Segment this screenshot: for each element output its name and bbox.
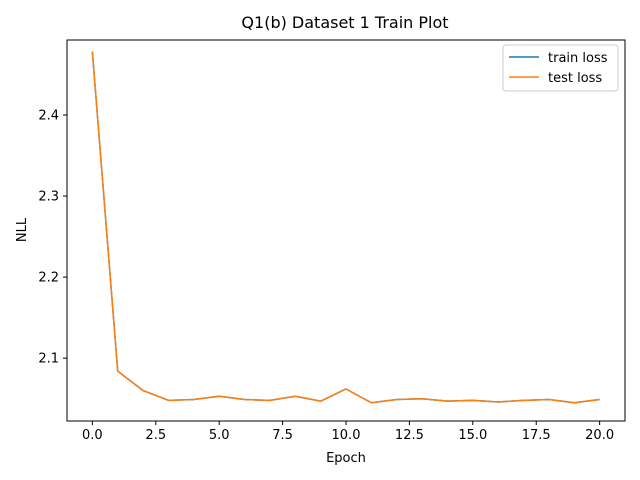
legend-label-test-loss: test loss	[548, 71, 602, 86]
legend-label-train-loss: train loss	[548, 51, 608, 66]
y-axis-ticks: 2.1 2.2 2.3 2.4	[38, 108, 67, 367]
series-line-test-loss	[91, 51, 600, 404]
x-tick-label: 12.5	[395, 428, 424, 443]
y-tick-label: 2.1	[38, 352, 59, 367]
x-axis-label: Epoch	[326, 451, 366, 466]
y-axis-label: NLL	[15, 217, 30, 242]
x-tick-label: 5.0	[209, 428, 230, 443]
chart-title: Q1(b) Dataset 1 Train Plot	[241, 13, 448, 32]
y-tick-label: 2.4	[38, 108, 59, 123]
plot-frame	[66, 39, 626, 422]
x-tick-label: 0.0	[82, 428, 103, 443]
x-tick-label: 15.0	[458, 428, 487, 443]
x-tick-label: 7.5	[272, 428, 293, 443]
x-tick-label: 17.5	[522, 428, 551, 443]
x-axis-ticks: 0.0 2.5 5.0 7.5 10.0 12.5 15.0 17.5 20.0	[82, 421, 614, 443]
x-tick-label: 2.5	[145, 428, 166, 443]
y-tick-label: 2.3	[38, 190, 59, 205]
x-tick-label: 20.0	[585, 428, 614, 443]
plot-lines	[91, 51, 600, 404]
y-tick-label: 2.2	[38, 271, 59, 286]
x-tick-label: 10.0	[332, 428, 361, 443]
legend: train loss test loss	[502, 44, 619, 92]
